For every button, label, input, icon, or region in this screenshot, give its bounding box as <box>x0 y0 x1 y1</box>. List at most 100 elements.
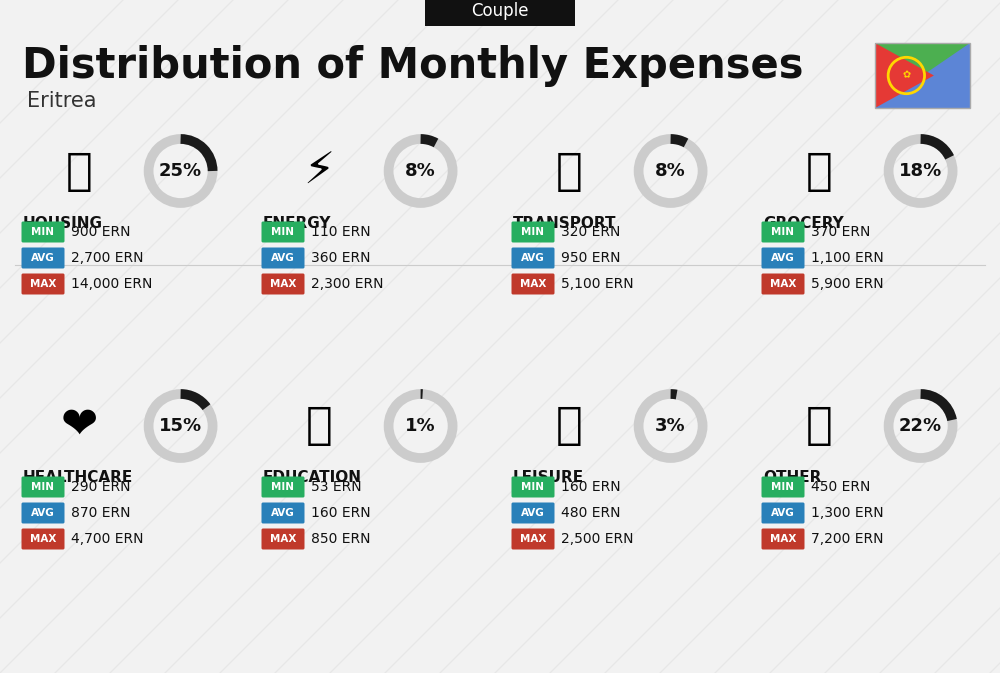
FancyBboxPatch shape <box>762 476 804 497</box>
Text: 360 ERN: 360 ERN <box>311 251 370 265</box>
Text: MIN: MIN <box>272 227 294 237</box>
Text: 🚌: 🚌 <box>556 149 583 192</box>
Text: HOUSING: HOUSING <box>23 215 103 230</box>
Text: 870 ERN: 870 ERN <box>71 506 130 520</box>
Text: 160 ERN: 160 ERN <box>561 480 621 494</box>
FancyBboxPatch shape <box>22 273 64 295</box>
Text: MIN: MIN <box>522 227 544 237</box>
Text: MIN: MIN <box>32 482 54 492</box>
Polygon shape <box>875 43 970 108</box>
FancyBboxPatch shape <box>22 503 64 524</box>
FancyBboxPatch shape <box>512 528 554 549</box>
Text: 2,500 ERN: 2,500 ERN <box>561 532 634 546</box>
Text: MAX: MAX <box>270 534 296 544</box>
Text: ⚡: ⚡ <box>304 149 335 192</box>
Text: 14,000 ERN: 14,000 ERN <box>71 277 152 291</box>
Text: MAX: MAX <box>30 534 56 544</box>
FancyBboxPatch shape <box>262 221 304 242</box>
Bar <box>875 43 970 108</box>
Text: 320 ERN: 320 ERN <box>561 225 620 239</box>
Text: LEISURE: LEISURE <box>513 470 584 485</box>
FancyBboxPatch shape <box>762 503 804 524</box>
Text: AVG: AVG <box>771 508 795 518</box>
Text: OTHER: OTHER <box>763 470 821 485</box>
Text: GROCERY: GROCERY <box>763 215 844 230</box>
Polygon shape <box>875 43 934 108</box>
Text: 🛍️: 🛍️ <box>556 404 583 448</box>
Text: AVG: AVG <box>771 253 795 263</box>
Text: AVG: AVG <box>521 253 545 263</box>
Text: 1,100 ERN: 1,100 ERN <box>811 251 884 265</box>
Text: ✿: ✿ <box>902 71 910 81</box>
Text: 🎓: 🎓 <box>306 404 333 448</box>
Text: 8%: 8% <box>655 162 686 180</box>
Text: Couple: Couple <box>471 2 529 20</box>
Text: MAX: MAX <box>520 534 546 544</box>
Text: 3%: 3% <box>655 417 686 435</box>
Text: 290 ERN: 290 ERN <box>71 480 130 494</box>
FancyBboxPatch shape <box>512 476 554 497</box>
Text: 2,700 ERN: 2,700 ERN <box>71 251 144 265</box>
FancyBboxPatch shape <box>22 528 64 549</box>
Text: 15%: 15% <box>159 417 202 435</box>
FancyBboxPatch shape <box>512 221 554 242</box>
Text: 25%: 25% <box>159 162 202 180</box>
FancyBboxPatch shape <box>512 273 554 295</box>
Text: 2,300 ERN: 2,300 ERN <box>311 277 384 291</box>
Text: 53 ERN: 53 ERN <box>311 480 362 494</box>
FancyBboxPatch shape <box>762 248 804 269</box>
Polygon shape <box>875 43 970 108</box>
Text: 4,700 ERN: 4,700 ERN <box>71 532 144 546</box>
Text: 🏙: 🏙 <box>66 149 93 192</box>
Text: 5,100 ERN: 5,100 ERN <box>561 277 634 291</box>
FancyBboxPatch shape <box>22 248 64 269</box>
Text: AVG: AVG <box>521 508 545 518</box>
Text: HEALTHCARE: HEALTHCARE <box>23 470 133 485</box>
Text: 1,300 ERN: 1,300 ERN <box>811 506 884 520</box>
Text: MAX: MAX <box>30 279 56 289</box>
Text: 💰: 💰 <box>806 404 833 448</box>
Text: 450 ERN: 450 ERN <box>811 480 870 494</box>
Text: MAX: MAX <box>770 534 796 544</box>
Text: ENERGY: ENERGY <box>263 215 332 230</box>
Text: 8%: 8% <box>405 162 436 180</box>
Text: MAX: MAX <box>270 279 296 289</box>
Bar <box>875 43 970 108</box>
Text: 1%: 1% <box>405 417 436 435</box>
Text: MIN: MIN <box>32 227 54 237</box>
Text: 7,200 ERN: 7,200 ERN <box>811 532 884 546</box>
FancyBboxPatch shape <box>262 248 304 269</box>
Text: 850 ERN: 850 ERN <box>311 532 370 546</box>
Text: MIN: MIN <box>772 227 794 237</box>
FancyBboxPatch shape <box>262 503 304 524</box>
FancyBboxPatch shape <box>762 528 804 549</box>
Text: TRANSPORT: TRANSPORT <box>513 215 616 230</box>
Text: 900 ERN: 900 ERN <box>71 225 130 239</box>
FancyBboxPatch shape <box>512 503 554 524</box>
FancyBboxPatch shape <box>262 476 304 497</box>
Text: 480 ERN: 480 ERN <box>561 506 620 520</box>
FancyBboxPatch shape <box>22 221 64 242</box>
Text: 18%: 18% <box>899 162 942 180</box>
Text: EDUCATION: EDUCATION <box>263 470 362 485</box>
Text: 370 ERN: 370 ERN <box>811 225 870 239</box>
Text: ❤️: ❤️ <box>61 404 98 448</box>
Text: AVG: AVG <box>31 508 55 518</box>
Text: MAX: MAX <box>770 279 796 289</box>
FancyBboxPatch shape <box>425 0 575 26</box>
Text: AVG: AVG <box>271 253 295 263</box>
FancyBboxPatch shape <box>512 248 554 269</box>
Text: MIN: MIN <box>772 482 794 492</box>
FancyBboxPatch shape <box>262 528 304 549</box>
Text: 160 ERN: 160 ERN <box>311 506 371 520</box>
Text: Distribution of Monthly Expenses: Distribution of Monthly Expenses <box>22 45 804 87</box>
FancyBboxPatch shape <box>22 476 64 497</box>
Text: Eritrea: Eritrea <box>27 91 96 111</box>
Text: 🛒: 🛒 <box>806 149 833 192</box>
Text: MIN: MIN <box>272 482 294 492</box>
Text: 22%: 22% <box>899 417 942 435</box>
Text: MAX: MAX <box>520 279 546 289</box>
Text: 110 ERN: 110 ERN <box>311 225 371 239</box>
FancyBboxPatch shape <box>762 273 804 295</box>
Text: AVG: AVG <box>31 253 55 263</box>
